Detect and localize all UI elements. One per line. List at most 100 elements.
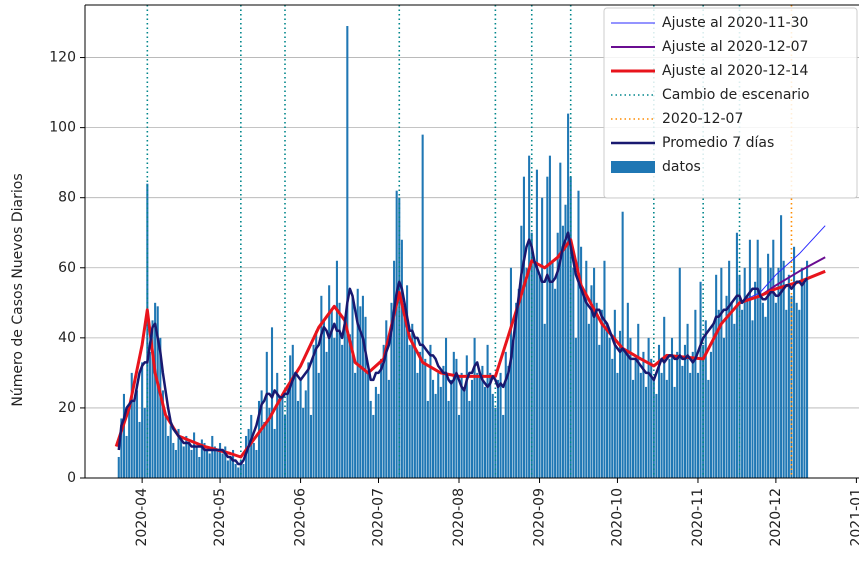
legend-label: Ajuste al 2020-12-14 [662,63,809,79]
bar [452,351,455,478]
bar [735,232,738,478]
bar [730,302,733,478]
bar [265,351,268,478]
bar [561,225,564,478]
bar [754,281,757,478]
bar [315,330,318,478]
bar [468,400,471,478]
bar [221,453,224,478]
bar [709,351,712,478]
bar [434,393,437,478]
legend-label: Cambio de escenario [662,87,810,103]
bar [281,393,284,478]
grid [85,57,859,479]
bar [806,260,809,478]
bar [478,372,481,478]
bar [382,344,385,478]
bar [465,355,468,478]
bar [530,232,533,478]
bar [273,428,276,478]
bar [598,344,601,478]
bar [631,379,635,478]
bar [159,337,162,478]
bar [569,176,572,478]
bar [473,337,476,478]
bar [172,442,175,478]
bar [416,372,419,478]
bar [665,379,668,478]
bar [587,323,590,478]
bar [483,386,487,478]
bar [683,344,687,478]
bar [151,320,154,478]
bar [130,372,133,478]
bar [200,439,203,478]
bar [767,253,770,478]
bar [359,306,362,478]
bar [232,449,235,478]
bar [699,281,702,478]
bar [195,446,198,478]
bar [603,260,606,478]
bar [387,379,390,478]
bar [670,337,674,478]
bar [704,320,707,478]
bar [559,162,562,478]
bar [642,351,645,478]
x-tick-label: 2020-05 [212,488,228,547]
bar [489,372,492,478]
bar [741,309,744,478]
bar [141,362,144,478]
bar [348,334,351,478]
bar [585,260,588,478]
bar [525,267,528,478]
legend-label: datos [662,159,701,175]
bar [496,379,500,478]
bar [211,435,214,478]
bar [413,337,416,478]
bar [330,309,333,478]
bar [185,435,188,478]
bar [167,435,170,478]
bar [128,404,131,478]
bar [712,323,715,478]
bar [476,372,479,478]
bar [338,302,341,478]
bar [595,302,598,478]
bar [548,155,551,479]
bar [374,386,377,478]
x-tick-label: 2020-12 [768,488,784,547]
bar [517,288,520,478]
bar [302,407,305,478]
bar [419,351,422,478]
bar [491,393,494,478]
bar [174,449,177,478]
bar [694,309,697,478]
bar [782,260,785,478]
bar [226,460,229,478]
bar [138,421,141,478]
bar [743,267,746,478]
bar [278,400,281,478]
bar [624,351,627,478]
bar [442,365,445,478]
bar [328,285,331,478]
lines [114,5,826,478]
bar [369,400,372,478]
legend-label: Ajuste al 2020-12-07 [662,39,808,55]
bar [457,414,461,478]
bar [408,344,411,478]
bar [600,309,603,478]
bar [320,295,323,478]
bar [551,260,554,478]
bar [572,267,575,478]
bar [616,372,619,478]
bar [574,337,577,478]
bar [426,400,429,478]
bar [289,355,292,478]
bar [733,323,736,478]
bar [148,351,151,478]
bar [286,386,289,478]
bar [686,323,689,478]
